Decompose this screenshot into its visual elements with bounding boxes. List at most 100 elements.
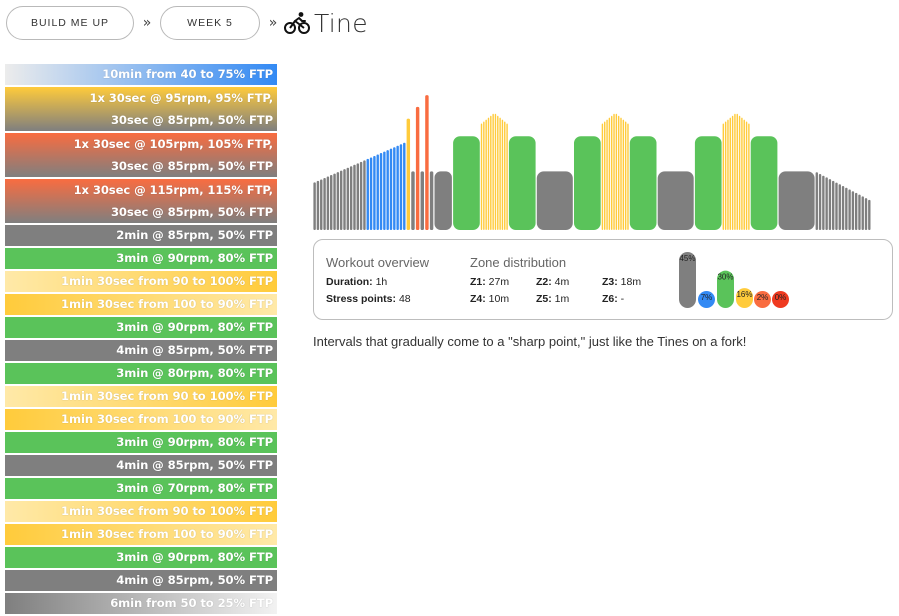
interval-block: [629, 136, 657, 230]
interval-item[interactable]: 1min 30sec from 100 to 90% FTP: [5, 524, 277, 545]
interval-text: 1x 30sec @ 105rpm, 105% FTP,: [73, 137, 274, 151]
ramp-bar: [620, 117, 622, 230]
zone-pct-label: 0%: [775, 293, 787, 302]
ramp-bar: [727, 119, 729, 230]
interval-text: 1x 30sec @ 95rpm, 95% FTP,: [89, 91, 274, 105]
ramp-bar: [379, 153, 383, 230]
ramp-bar: [326, 176, 330, 230]
ramp-bar: [748, 123, 750, 230]
interval-text: 3min @ 90rpm, 80% FTP: [116, 550, 273, 564]
interval-item[interactable]: 2min @ 85rpm, 50% FTP: [5, 225, 277, 246]
ramp-bar: [483, 121, 485, 230]
overview-title: Workout overview: [326, 255, 430, 270]
page-title: Tine: [314, 8, 368, 38]
zone-value: 18m: [620, 276, 642, 288]
ramp-bar: [613, 113, 615, 230]
ramp-bar: [858, 194, 861, 230]
interval-text: 10min from 40 to 75% FTP: [102, 67, 273, 81]
ramp-bar: [501, 119, 504, 230]
interval-block: [420, 171, 424, 230]
zone-pct-label: 2%: [757, 293, 769, 302]
stress-points: Stress points: 48: [326, 293, 411, 305]
zone-pct-label: 30%: [717, 273, 733, 282]
interval-text: 3min @ 90rpm, 80% FTP: [116, 435, 273, 449]
interval-item[interactable]: 10min from 40 to 75% FTP: [5, 64, 277, 85]
zone-label: Z6:: [602, 293, 618, 305]
interval-item[interactable]: 3min @ 80rpm, 80% FTP: [5, 363, 277, 384]
interval-item[interactable]: 1x 30sec @ 105rpm, 105% FTP, 30sec @ 85rp…: [5, 133, 277, 177]
ramp-bar: [480, 123, 483, 230]
interval-text: 4min @ 85rpm, 50% FTP: [116, 573, 273, 587]
zone-pct-label: 45%: [679, 254, 695, 263]
ramp-bar: [383, 151, 386, 230]
zone-value: 10m: [488, 293, 510, 305]
ramp-bar: [506, 123, 508, 230]
zone-label: Z3:: [602, 276, 618, 288]
ramp-bar: [604, 121, 606, 230]
ramp-bar: [359, 161, 363, 230]
interval-item[interactable]: 4min @ 85rpm, 50% FTP: [5, 340, 277, 361]
interval-block: [778, 171, 815, 230]
interval-item[interactable]: 4min @ 85rpm, 50% FTP: [5, 455, 277, 476]
workout-description: Intervals that gradually come to a "shar…: [313, 334, 747, 349]
zone-2-time: Z2: 4m: [536, 276, 569, 288]
interval-block: [411, 171, 415, 230]
interval-item[interactable]: 3min @ 90rpm, 80% FTP: [5, 248, 277, 269]
interval-item[interactable]: 3min @ 90rpm, 80% FTP: [5, 317, 277, 338]
ramp-bar: [399, 144, 403, 230]
duration-label: Duration:: [326, 276, 373, 288]
interval-item[interactable]: 1min 30sec from 100 to 90% FTP: [5, 409, 277, 430]
interval-text: 30sec @ 85rpm, 50% FTP: [110, 113, 273, 127]
ramp-bar: [606, 119, 608, 230]
ramp-bar: [743, 119, 745, 230]
zone-pill: [772, 291, 789, 308]
zone-label: Z1:: [470, 276, 486, 288]
zone-3-time: Z3: 18m: [602, 276, 641, 288]
interval-text: 30sec @ 85rpm, 50% FTP: [110, 205, 273, 219]
interval-item[interactable]: 4min @ 85rpm, 50% FTP: [5, 570, 277, 591]
zone-pill: [679, 252, 696, 308]
interval-item[interactable]: 6min from 50 to 25% FTP: [5, 593, 277, 614]
zone-label: Z4:: [470, 293, 486, 305]
zone-value: 1m: [554, 293, 570, 305]
workout-overview: Workout overview Duration: 1h Stress poi…: [313, 239, 893, 320]
interval-block: [508, 136, 536, 230]
workout-title: Tine: [284, 9, 368, 38]
interval-item[interactable]: 3min @ 90rpm, 80% FTP: [5, 432, 277, 453]
zone-pill: [698, 291, 715, 308]
stress-value: 48: [398, 293, 411, 305]
interval-item[interactable]: 1min 30sec from 100 to 90% FTP: [5, 294, 277, 315]
zone-label: Z5:: [536, 293, 552, 305]
ramp-bar: [841, 186, 845, 230]
ramp-bar: [386, 150, 389, 230]
ramp-bar: [832, 180, 835, 230]
zone-distribution-chart: 45% 7% 30%16% 2% 0%: [679, 252, 789, 308]
ramp-bar: [724, 121, 727, 230]
build-me-up-button[interactable]: BUILD ME UP: [6, 6, 134, 40]
zone-1-time: Z1: 27m: [470, 276, 509, 288]
ramp-bar: [617, 115, 620, 230]
interval-block: [429, 171, 434, 230]
interval-block: [694, 136, 722, 230]
interval-item[interactable]: 1min 30sec from 90 to 100% FTP: [5, 271, 277, 292]
ramp-bar: [485, 119, 487, 230]
zone-label: Z2:: [536, 276, 552, 288]
interval-block: [406, 118, 411, 230]
workout-profile-chart: [313, 95, 871, 230]
zone-5-time: Z5: 1m: [536, 293, 569, 305]
week-button[interactable]: WEEK 5: [160, 6, 260, 40]
interval-item[interactable]: 1min 30sec from 90 to 100% FTP: [5, 501, 277, 522]
interval-item[interactable]: 3min @ 90rpm, 80% FTP: [5, 547, 277, 568]
interval-item[interactable]: 1x 30sec @ 115rpm, 115% FTP, 30sec @ 85rp…: [5, 179, 277, 223]
interval-item[interactable]: 1x 30sec @ 95rpm, 95% FTP, 30sec @ 85rpm,…: [5, 87, 277, 131]
interval-item[interactable]: 3min @ 70rpm, 80% FTP: [5, 478, 277, 499]
interval-item[interactable]: 1min 30sec from 90 to 100% FTP: [5, 386, 277, 407]
ramp-bar: [393, 147, 396, 230]
zone-pct-label: 16%: [736, 290, 752, 299]
ramp-bar: [389, 148, 393, 230]
interval-text: 1x 30sec @ 115rpm, 115% FTP,: [73, 183, 274, 197]
zone-value: 27m: [488, 276, 510, 288]
interval-text: 4min @ 85rpm, 50% FTP: [116, 458, 273, 472]
interval-block: [453, 136, 480, 230]
interval-text: 1min 30sec from 100 to 90% FTP: [61, 297, 273, 311]
